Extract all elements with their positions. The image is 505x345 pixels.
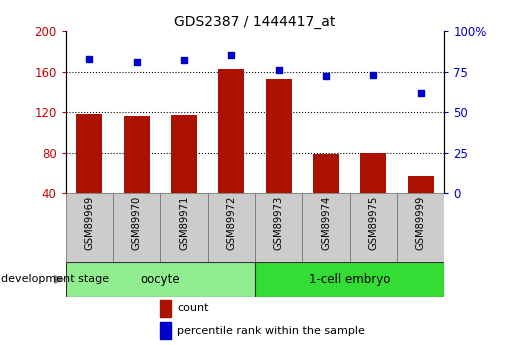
- Text: development stage: development stage: [1, 275, 109, 284]
- Point: [85, 56, 93, 61]
- Bar: [76, 114, 103, 193]
- Bar: [124, 116, 149, 193]
- Bar: [408, 176, 434, 193]
- Bar: [255, 193, 302, 262]
- Point: [369, 72, 377, 78]
- Bar: [161, 300, 171, 317]
- Bar: [313, 154, 339, 193]
- Point: [417, 90, 425, 96]
- Bar: [161, 322, 171, 339]
- Text: 1-cell embryo: 1-cell embryo: [309, 273, 390, 286]
- Text: GSM89974: GSM89974: [321, 195, 331, 249]
- Point: [227, 52, 235, 58]
- Point: [133, 59, 141, 65]
- Bar: [66, 193, 113, 262]
- Text: GSM89971: GSM89971: [179, 195, 189, 250]
- Bar: [171, 115, 197, 193]
- Text: GSM89972: GSM89972: [226, 195, 236, 250]
- Text: count: count: [177, 303, 209, 313]
- Text: oocyte: oocyte: [140, 273, 180, 286]
- Bar: [302, 193, 349, 262]
- Bar: [255, 262, 444, 297]
- Bar: [66, 262, 255, 297]
- Text: GSM89999: GSM89999: [416, 195, 426, 250]
- Text: percentile rank within the sample: percentile rank within the sample: [177, 326, 365, 336]
- Point: [275, 67, 283, 73]
- Text: GSM89969: GSM89969: [84, 195, 94, 250]
- Text: GSM89970: GSM89970: [132, 195, 142, 249]
- Bar: [349, 193, 397, 262]
- Bar: [266, 79, 292, 193]
- Text: GSM89973: GSM89973: [274, 195, 284, 249]
- Bar: [361, 152, 386, 193]
- Title: GDS2387 / 1444417_at: GDS2387 / 1444417_at: [174, 14, 336, 29]
- Text: GSM89975: GSM89975: [368, 195, 378, 250]
- Point: [180, 58, 188, 63]
- Bar: [397, 193, 444, 262]
- Bar: [161, 193, 208, 262]
- Bar: [218, 69, 244, 193]
- Bar: [113, 193, 161, 262]
- Bar: [208, 193, 255, 262]
- Point: [322, 74, 330, 79]
